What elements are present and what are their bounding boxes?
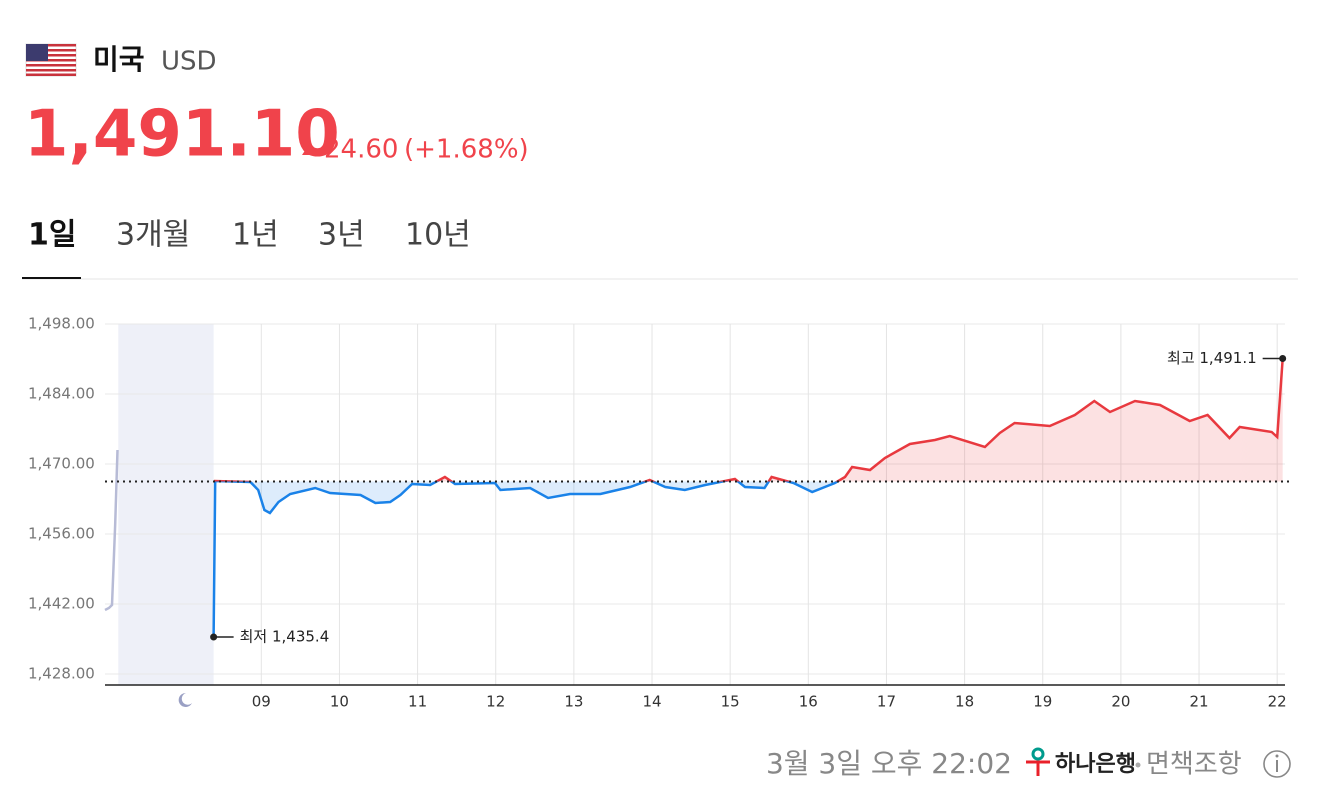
tabs: 1일 3개월 1년 3년 10년 xyxy=(22,218,1298,280)
footer: 3월 3일 오후 22:02 하나은행 면책조항 xyxy=(766,747,1291,780)
x-tick-label: 11 xyxy=(408,693,427,711)
change: 24.60 xyxy=(324,135,398,165)
x-tick-label: 20 xyxy=(1111,693,1130,711)
country: 미국 xyxy=(93,43,145,76)
annotation-dot xyxy=(1279,355,1287,362)
x-tick-label: 10 xyxy=(330,693,349,711)
line xyxy=(104,449,119,612)
y-tick-label: 1,484.00 xyxy=(28,385,95,403)
timestamp: 3월 3일 오후 22:02 xyxy=(766,747,1012,780)
line xyxy=(212,481,840,638)
separator xyxy=(1135,762,1141,768)
chart: 1,428.00 1,442.00 1,456.00 1,470.00 1,484.00… xyxy=(28,315,1292,711)
y-tick-label: 1,498.00 xyxy=(28,315,95,333)
y-tick-label: 1,456.00 xyxy=(28,525,95,543)
tab[interactable]: 3년 xyxy=(318,218,365,253)
bank-logo xyxy=(1026,747,1050,776)
flag xyxy=(25,43,77,77)
line xyxy=(213,358,1284,482)
area xyxy=(213,481,1283,637)
x-tick-label: 21 xyxy=(1189,693,1208,711)
x-tick-label: 14 xyxy=(642,693,661,711)
night-icon xyxy=(178,692,192,707)
tab[interactable]: 10년 xyxy=(405,218,471,253)
currency: USD xyxy=(161,47,217,77)
info-icon[interactable] xyxy=(1263,750,1291,778)
x-tick-label: 16 xyxy=(799,693,818,711)
annotation-dot xyxy=(210,633,218,641)
bank-name: 하나은행 xyxy=(1055,752,1136,777)
x-tick-label: 18 xyxy=(955,693,974,711)
up-arrow xyxy=(302,143,318,155)
annotation: 최고 1,491.1 xyxy=(1167,349,1257,367)
night-shade xyxy=(118,324,214,685)
x-tick-label: 15 xyxy=(721,693,740,711)
y-tick-label: 1,470.00 xyxy=(28,455,95,473)
tab[interactable]: 1년 xyxy=(232,218,279,253)
x-tick-label: 09 xyxy=(252,693,271,711)
x-tick-label: 17 xyxy=(877,693,896,711)
tab[interactable]: 1일 xyxy=(28,218,76,253)
annotation: 최저 1,435.4 xyxy=(240,628,330,646)
y-tick-label: 1,428.00 xyxy=(28,665,95,683)
price: 1,491.10 xyxy=(24,98,340,172)
x-tick-label: 13 xyxy=(564,693,583,711)
disclaimer[interactable]: 면책조항 xyxy=(1146,750,1242,780)
x-tick-label: 19 xyxy=(1033,693,1052,711)
tab[interactable]: 3개월 xyxy=(116,218,190,253)
x-tick-label: 12 xyxy=(486,693,505,711)
change-percent: (+1.68%) xyxy=(404,135,529,165)
y-tick-label: 1,442.00 xyxy=(28,595,95,613)
area xyxy=(213,358,1283,482)
x-tick-label: 22 xyxy=(1268,693,1287,711)
